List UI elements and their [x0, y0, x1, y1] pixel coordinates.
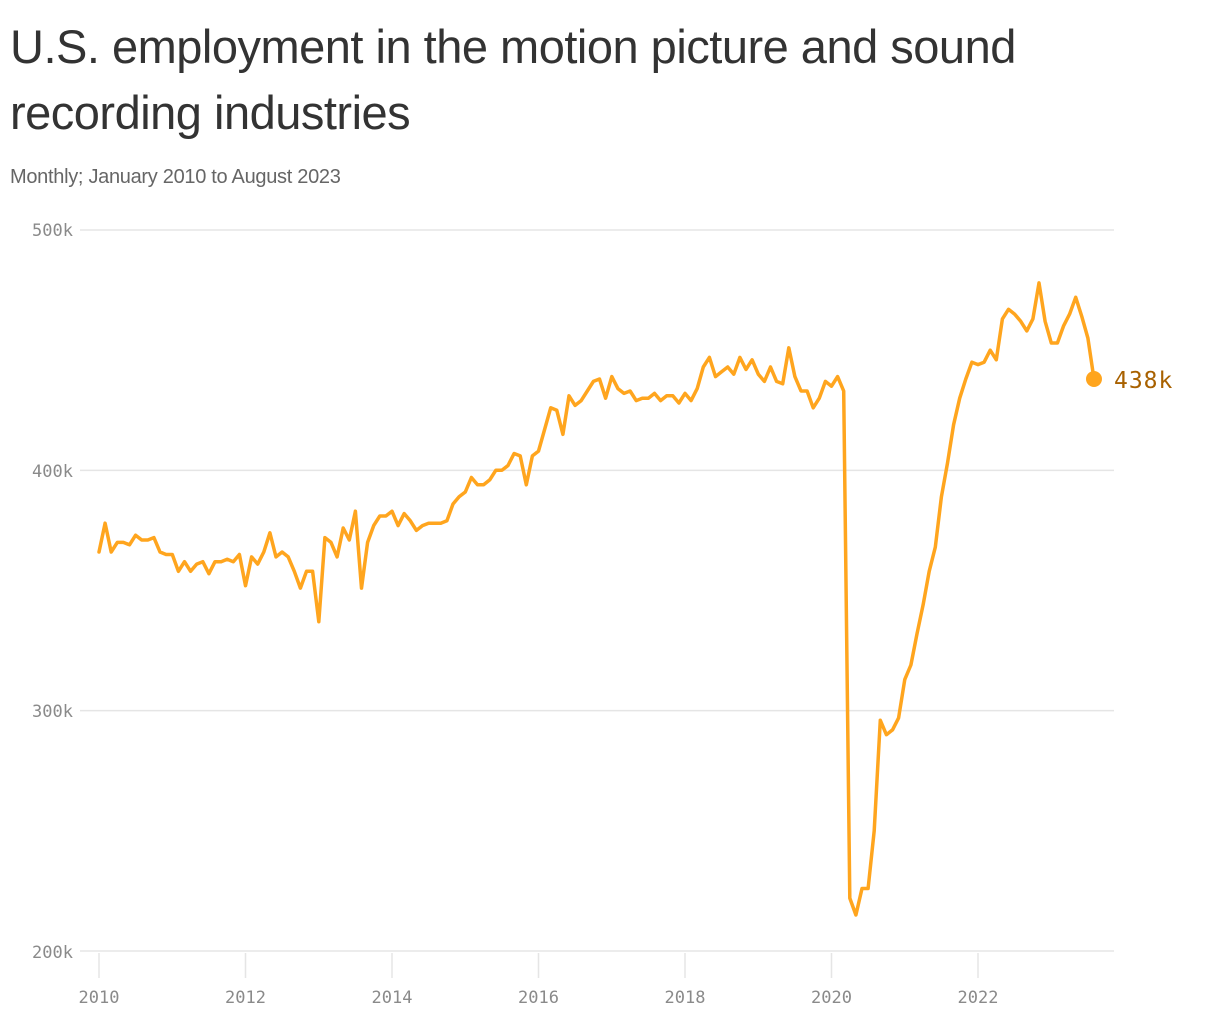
gridlines	[80, 229, 1114, 978]
chart-subtitle: Monthly; January 2010 to August 2023	[10, 166, 341, 188]
employment-line	[97, 281, 1096, 917]
x-tick-2020: 2020	[811, 988, 852, 1008]
x-axis: 2010 2012 2014 2016 2018 2020 2022	[79, 988, 999, 1008]
y-axis: 500k 400k 300k 200k	[32, 221, 73, 963]
x-tick-2018: 2018	[665, 988, 706, 1008]
x-tick-2016: 2016	[518, 988, 559, 1008]
y-tick-200k: 200k	[32, 943, 73, 963]
y-tick-500k: 500k	[32, 221, 73, 241]
y-tick-400k: 400k	[32, 462, 73, 482]
x-tick-2010: 2010	[79, 988, 120, 1008]
x-tick-2012: 2012	[225, 988, 266, 1008]
end-value-label: 438k	[1114, 368, 1173, 394]
y-tick-300k: 300k	[32, 702, 73, 722]
x-tick-2014: 2014	[372, 988, 413, 1008]
end-point-marker	[1085, 371, 1102, 388]
x-tick-2022: 2022	[958, 988, 999, 1008]
chart-title: U.S. employment in the motion picture an…	[10, 20, 1016, 139]
